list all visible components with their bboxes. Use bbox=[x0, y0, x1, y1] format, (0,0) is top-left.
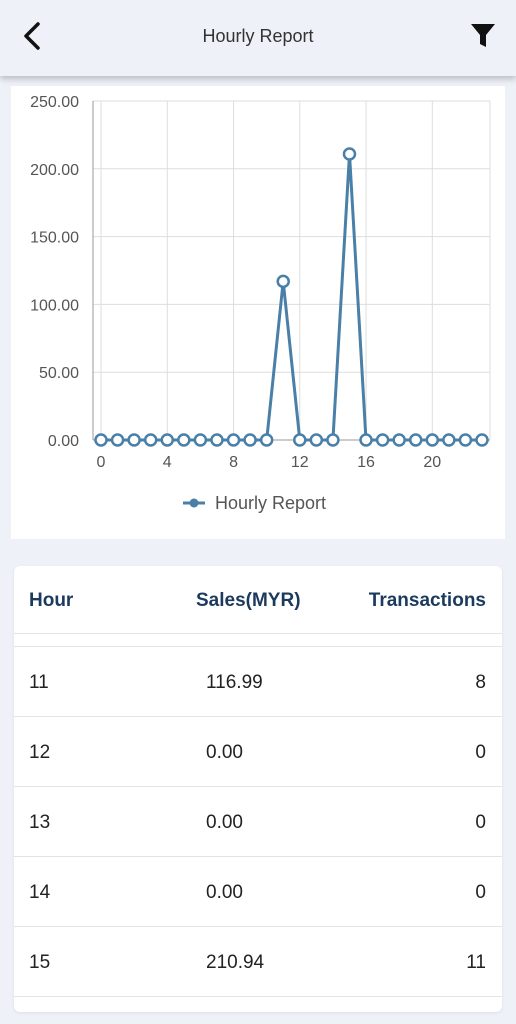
data-point bbox=[160, 433, 175, 447]
cell-sales: 210.94 bbox=[206, 952, 265, 973]
legend-label: Hourly Report bbox=[215, 493, 326, 513]
data-point bbox=[193, 433, 208, 447]
x-tick-label: 16 bbox=[357, 454, 375, 471]
cell-hour: 13 bbox=[29, 812, 51, 833]
series-line bbox=[101, 152, 482, 442]
column-header-sales: Sales(MYR) bbox=[196, 590, 301, 611]
table-row[interactable]: 12 0.00 0 bbox=[14, 717, 502, 787]
data-point bbox=[475, 433, 489, 447]
data-point bbox=[309, 433, 324, 447]
chart-card: 0.00 50.00 100.00 150.00 200.00 250.00 0 4 8 12 1… bbox=[11, 86, 505, 539]
data-point bbox=[226, 433, 241, 447]
cell-transactions: 8 bbox=[475, 672, 486, 693]
data-point bbox=[359, 433, 373, 447]
page-title: Hourly Report bbox=[202, 26, 314, 46]
column-header-transactions: Transactions bbox=[368, 590, 486, 611]
table-row[interactable]: 13 0.00 0 bbox=[14, 787, 502, 857]
x-tick-label: 20 bbox=[423, 454, 441, 471]
cell-sales: 116.99 bbox=[206, 672, 263, 693]
data-point bbox=[259, 433, 274, 447]
y-tick-label: 0.00 bbox=[48, 433, 79, 450]
cell-hour: 12 bbox=[29, 742, 51, 763]
hourly-table: Hour Sales(MYR) Transactions 11 116.99 8… bbox=[14, 566, 502, 1012]
data-point bbox=[177, 433, 191, 447]
table-body: 11 116.99 8 12 0.00 0 13 0.00 0 14 0.00 … bbox=[14, 646, 502, 997]
back-arrow-icon bbox=[24, 22, 40, 50]
data-point bbox=[375, 433, 390, 447]
data-point bbox=[442, 433, 456, 447]
data-point bbox=[110, 433, 125, 447]
data-point bbox=[243, 433, 257, 447]
data-point bbox=[458, 433, 473, 447]
cell-hour: 14 bbox=[29, 882, 51, 903]
table-row[interactable]: 11 116.99 8 bbox=[14, 647, 502, 717]
data-point bbox=[276, 274, 290, 289]
y-tick-label: 150.00 bbox=[30, 230, 79, 247]
data-point bbox=[94, 433, 108, 447]
cell-sales: 0.00 bbox=[206, 742, 243, 763]
table-header: Hour Sales(MYR) Transactions bbox=[14, 566, 502, 634]
data-point bbox=[293, 433, 307, 447]
cell-transactions: 11 bbox=[466, 952, 486, 973]
legend-marker bbox=[189, 498, 199, 508]
table-row[interactable]: 15 210.94 11 bbox=[14, 927, 502, 997]
x-tick-label: 4 bbox=[163, 454, 172, 471]
y-tick-label: 200.00 bbox=[30, 162, 79, 179]
data-point bbox=[342, 147, 357, 161]
cell-transactions: 0 bbox=[475, 742, 486, 763]
cell-sales: 0.00 bbox=[206, 812, 243, 833]
data-point bbox=[210, 433, 224, 447]
data-point bbox=[127, 433, 141, 447]
y-tick-label: 50.00 bbox=[39, 365, 79, 382]
app-bar: Hourly Report bbox=[0, 0, 516, 76]
x-tick-label: 12 bbox=[291, 454, 309, 471]
data-point bbox=[326, 433, 340, 447]
cell-hour: 15 bbox=[29, 952, 51, 973]
x-tick-label: 0 bbox=[97, 454, 106, 471]
cell-sales: 0.00 bbox=[206, 882, 243, 903]
data-point bbox=[143, 433, 158, 447]
back-button[interactable] bbox=[14, 16, 54, 56]
filter-button[interactable] bbox=[468, 20, 498, 52]
data-point bbox=[408, 433, 423, 447]
data-point bbox=[425, 433, 440, 447]
hourly-chart: 0.00 50.00 100.00 150.00 200.00 250.00 0 4 8 12 1… bbox=[30, 94, 491, 513]
cell-transactions: 0 bbox=[475, 812, 486, 833]
column-header-hour: Hour bbox=[29, 590, 74, 611]
data-point bbox=[392, 433, 406, 447]
x-tick-label: 8 bbox=[229, 454, 238, 471]
y-tick-label: 100.00 bbox=[30, 297, 79, 314]
cell-hour: 11 bbox=[29, 672, 49, 693]
y-tick-label: 250.00 bbox=[30, 94, 79, 111]
table-row[interactable]: 14 0.00 0 bbox=[14, 857, 502, 927]
filter-icon bbox=[471, 24, 495, 47]
cell-transactions: 0 bbox=[475, 882, 486, 903]
